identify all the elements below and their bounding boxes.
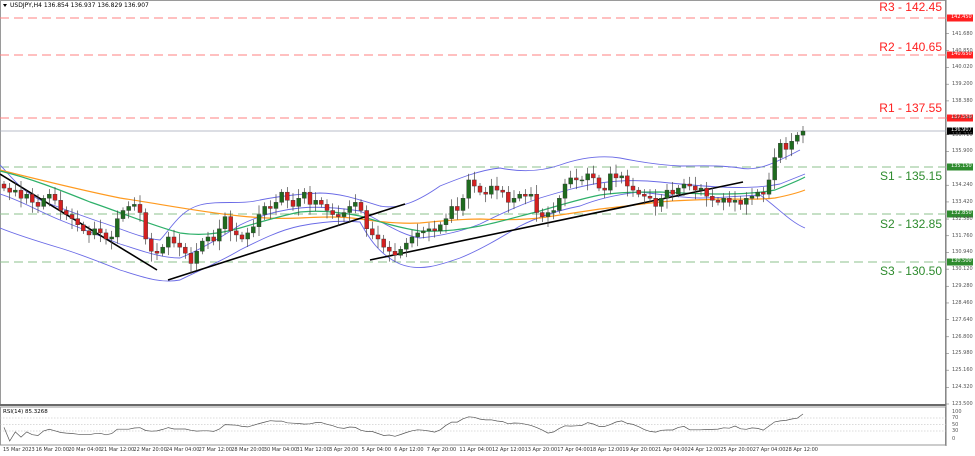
ma-orange xyxy=(0,169,806,224)
level-price-tags xyxy=(947,14,973,266)
time-axis-label: 24 Mar 04:00 xyxy=(166,447,200,453)
price-axis-label: 130.940 xyxy=(952,249,973,256)
rsi-axis-label: 0 xyxy=(952,436,956,442)
time-axis-label: 19 Apr 20:00 xyxy=(622,447,655,453)
time-axis-label: 24 Apr 12:00 xyxy=(687,447,721,453)
price-axis-label: 125.980 xyxy=(952,350,973,357)
price-axis-label: 139.200 xyxy=(952,81,973,88)
price-axis-label: 136.720 xyxy=(952,131,973,138)
s3-label: S3 - 130.50 xyxy=(879,264,942,278)
r3-price-tag: 142.450 xyxy=(951,14,972,20)
s2-price-tag: 132.850 xyxy=(951,210,972,216)
time-axis-label: 17 Apr 04:00 xyxy=(557,447,590,453)
r1-price-tag: 137.550 xyxy=(951,114,972,120)
s2-label: S2 - 132.85 xyxy=(879,217,942,231)
time-axis-label: 15 Mar 2023 xyxy=(3,447,35,453)
price-axis-label: 127.640 xyxy=(952,316,973,323)
resistance-lines xyxy=(0,17,946,119)
time-axis-label: 18 Apr 12:00 xyxy=(589,447,623,453)
time-axis-label: 30 Mar 04:00 xyxy=(263,447,298,453)
main-pane xyxy=(0,0,946,405)
chart-ohlc-text: USDJPY,H4 136.854 136.937 136.829 136.90… xyxy=(10,2,149,9)
price-axis-label: 123.500 xyxy=(952,401,973,407)
time-axis-label: 3 Apr 20:00 xyxy=(329,447,359,453)
r2-price-tag: 140.650 xyxy=(951,51,972,57)
time-axis-label: 21 Mar 12:00 xyxy=(100,447,135,453)
r3-label: R3 - 142.45 xyxy=(879,0,942,14)
price-axis-label: 132.580 xyxy=(952,216,973,223)
rsi-axis-label: 50 xyxy=(952,422,959,428)
price-axis-label: 128.460 xyxy=(952,299,973,306)
s1-label: S1 - 135.15 xyxy=(879,169,942,183)
price-axis-label: 133.420 xyxy=(952,198,973,205)
price-axis-label: 130.120 xyxy=(952,266,973,273)
price-axis-label: 125.160 xyxy=(952,367,973,374)
rsi-pane xyxy=(0,406,946,446)
time-axis-label: 12 Apr 12:00 xyxy=(492,447,525,453)
price-axis-label: 140.020 xyxy=(952,64,973,71)
rsi-axis-label: 70 xyxy=(952,415,959,421)
chart-header: USDJPY,H4 136.854 136.937 136.829 136.90… xyxy=(3,2,149,9)
time-axis-label: 7 Apr 20:00 xyxy=(426,447,457,453)
price-axis-label: 131.760 xyxy=(952,232,973,239)
price-axis-label: 129.280 xyxy=(952,283,973,290)
time-axis-label: 20 Mar 04:00 xyxy=(68,447,102,453)
price-axis-label: 126.800 xyxy=(952,333,973,340)
time-axis-label: 5 Apr 04:00 xyxy=(361,447,392,453)
r1-label: R1 - 137.55 xyxy=(879,101,942,115)
time-axis-label: 21 Apr 04:00 xyxy=(655,447,688,453)
time-axis-label: 11 Apr 04:00 xyxy=(459,447,492,453)
time-axis-label: 6 Apr 12:00 xyxy=(394,447,424,453)
time-axis-label: 28 Apr 12:00 xyxy=(785,447,818,453)
price-axis-label: 135.900 xyxy=(952,148,973,155)
support-lines xyxy=(0,166,946,263)
rsi-label: RSI(14) 85.3268 xyxy=(3,409,48,415)
collapse-triangle-icon[interactable] xyxy=(3,4,7,7)
price-axis-label: 141.680 xyxy=(952,30,973,37)
s3-price-tag: 130.500 xyxy=(951,258,972,264)
time-axis-label: 13 Apr 20:00 xyxy=(524,447,558,453)
time-axis-label: 22 Mar 20:00 xyxy=(133,447,167,453)
current-price-tag: 136.907 xyxy=(951,127,972,133)
price-axis-label: 134.240 xyxy=(952,182,973,189)
price-axis-label: 140.850 xyxy=(952,47,973,54)
price-axis-label: 124.320 xyxy=(952,384,973,391)
rsi-line xyxy=(3,413,804,442)
rsi-axis-label: 100 xyxy=(952,409,962,415)
time-axis-label: 25 Apr 20:00 xyxy=(720,447,753,453)
s1-price-tag: 135.150 xyxy=(951,163,972,169)
price-axis-label: 137.540 xyxy=(952,115,973,121)
time-axis-label: 16 Mar 20:00 xyxy=(35,447,69,453)
time-axis-label: 31 Mar 12:00 xyxy=(296,447,330,453)
time-axis-label: 27 Mar 12:00 xyxy=(198,447,232,453)
price-axis-label: 138.380 xyxy=(952,97,973,104)
time-axis-label: 28 Mar 20:00 xyxy=(231,447,265,453)
time-axis-label: 27 Apr 04:00 xyxy=(752,447,786,453)
candlesticks xyxy=(1,125,806,274)
bollinger-bands xyxy=(0,149,806,282)
rsi-axis-label: 30 xyxy=(952,428,959,434)
r2-label: R2 - 140.65 xyxy=(879,40,942,54)
